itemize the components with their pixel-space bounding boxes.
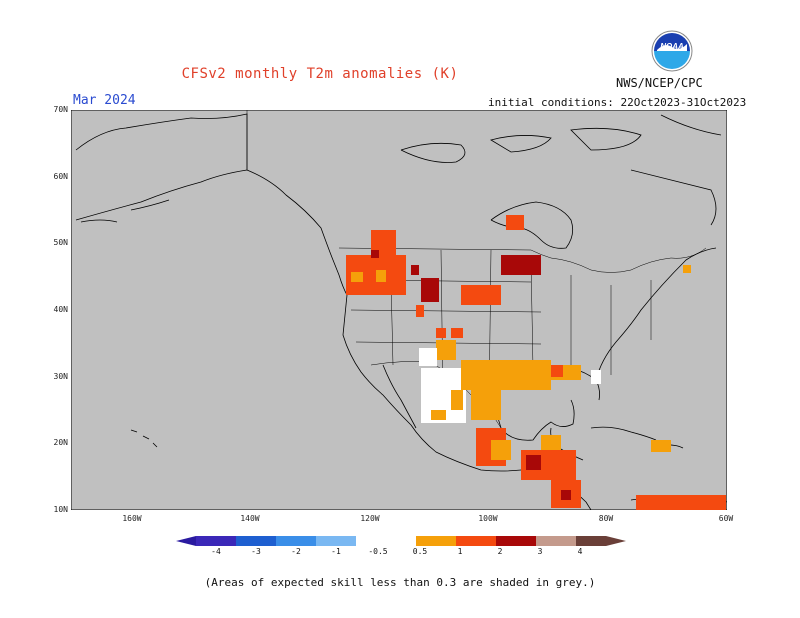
colorbar-tick: 1	[457, 547, 463, 556]
lon-label-140w: 140W	[240, 514, 260, 523]
colorbar-tick: -1	[331, 547, 341, 556]
valid-month-label: Mar 2024	[73, 93, 136, 108]
lat-label-30n: 30N	[53, 372, 68, 381]
svg-text:NOAA: NOAA	[660, 42, 684, 51]
lon-label-100w: 100W	[478, 514, 498, 523]
skill-footnote: (Areas of expected skill less than 0.3 a…	[204, 576, 596, 589]
colorbar-segment-2	[236, 536, 276, 546]
colorbar-segment-6	[416, 536, 456, 546]
colorbar-tick: -3	[251, 547, 261, 556]
initial-conditions-label: initial conditions: 22Oct2023-31Oct2023	[488, 96, 747, 109]
lon-label-80w: 80W	[598, 514, 614, 523]
colorbar-tick: -2	[291, 547, 301, 556]
lat-label-70n: 70N	[53, 105, 68, 114]
lon-label-160w: 160W	[122, 514, 142, 523]
colorbar-tick: 3	[537, 547, 543, 556]
lat-label-60n: 60N	[53, 172, 68, 181]
colorbar-segment-8	[496, 536, 536, 546]
colorbar-tick: 0.5	[412, 547, 428, 556]
lon-label-120w: 120W	[360, 514, 380, 523]
lat-label-50n: 50N	[53, 238, 68, 247]
anomaly-map	[71, 110, 727, 510]
colorbar-tick: -4	[211, 547, 221, 556]
colorbar-segment-7	[456, 536, 496, 546]
producer-label: NWS/NCEP/CPC	[616, 76, 703, 90]
colorbar-tick: 4	[577, 547, 583, 556]
lat-label-10n: 10N	[53, 505, 68, 514]
colorbar	[176, 536, 626, 546]
colorbar-segment-5	[356, 536, 416, 546]
noaa-logo-icon: NOAA	[651, 30, 693, 72]
colorbar-segment-3	[276, 536, 316, 546]
colorbar-high-arrow	[576, 536, 626, 546]
colorbar-segment-1	[196, 536, 236, 546]
colorbar-tick: 2	[497, 547, 503, 556]
lon-label-60w: 60W	[718, 514, 734, 523]
colorbar-segment-4	[316, 536, 356, 546]
map-title: CFSv2 monthly T2m anomalies (K)	[181, 66, 459, 82]
colorbar-tick: -0.5	[368, 547, 388, 556]
anomaly-cells	[346, 215, 726, 510]
colorbar-low-arrow	[176, 536, 196, 546]
lat-label-40n: 40N	[53, 305, 68, 314]
lat-label-20n: 20N	[53, 438, 68, 447]
colorbar-segment-9	[536, 536, 576, 546]
